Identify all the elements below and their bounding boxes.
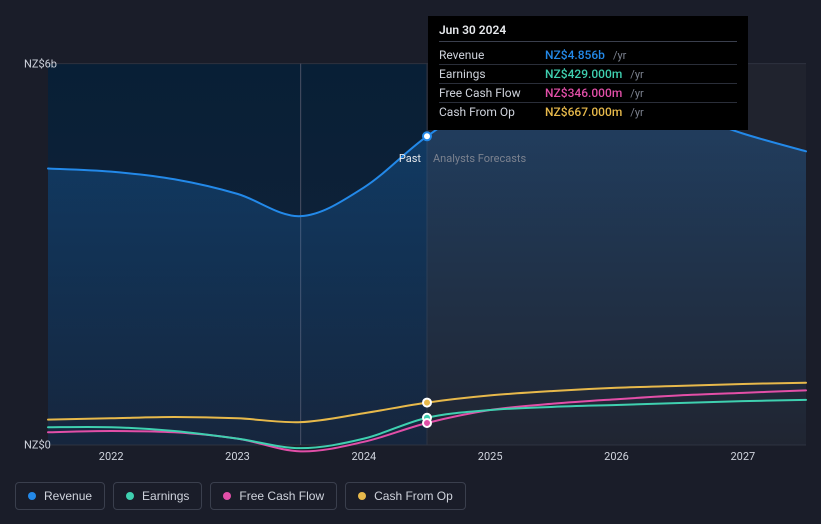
- tooltip-row-label: Revenue: [439, 48, 537, 62]
- tooltip-row-unit: /yr: [630, 106, 643, 119]
- legend-dot-icon: [28, 492, 36, 500]
- tooltip-row-value: NZ$429.000m: [545, 67, 622, 81]
- legend-item-label: Cash From Op: [374, 489, 453, 503]
- legend-dot-icon: [358, 492, 366, 500]
- tooltip-row-label: Free Cash Flow: [439, 86, 537, 100]
- tooltip-row-unit: /yr: [630, 87, 643, 100]
- legend-item-label: Revenue: [44, 489, 92, 503]
- x-axis-tick-label: 2025: [478, 450, 503, 463]
- chart-tooltip: Jun 30 2024 Revenue NZ$4.856b/yr Earnings N…: [428, 16, 748, 130]
- y-axis-tick-label: NZ$6b: [24, 57, 57, 70]
- legend-item-revenue[interactable]: Revenue: [15, 482, 105, 510]
- tooltip-row-label: Cash From Op: [439, 105, 537, 119]
- legend-item-cash-from-op[interactable]: Cash From Op: [345, 482, 466, 510]
- x-axis-labels: 2022 2023 2024 2025 2026 2027: [48, 450, 806, 470]
- tooltip-row: Revenue NZ$4.856b/yr: [439, 46, 737, 65]
- x-axis-tick-label: 2023: [225, 450, 250, 463]
- tooltip-row: Cash From Op NZ$667.000m/yr: [439, 103, 737, 121]
- x-axis-tick-label: 2027: [730, 450, 755, 463]
- tooltip-title: Jun 30 2024: [439, 23, 737, 42]
- legend-item-label: Earnings: [142, 489, 189, 503]
- tooltip-row: Free Cash Flow NZ$346.000m/yr: [439, 84, 737, 103]
- tooltip-row-unit: /yr: [613, 49, 626, 62]
- x-axis-tick-label: 2026: [604, 450, 629, 463]
- legend-dot-icon: [223, 492, 231, 500]
- legend-item-earnings[interactable]: Earnings: [113, 482, 202, 510]
- x-axis-tick-label: 2022: [99, 450, 124, 463]
- tooltip-row-unit: /yr: [630, 68, 643, 81]
- tooltip-row-label: Earnings: [439, 67, 537, 81]
- financials-chart: Past Analysts Forecasts 2022202320242025…: [15, 0, 806, 524]
- x-axis-tick-label: 2024: [351, 450, 376, 463]
- legend-item-free-cash-flow[interactable]: Free Cash Flow: [210, 482, 337, 510]
- tooltip-row-value: NZ$4.856b: [545, 48, 605, 62]
- tooltip-row: Earnings NZ$429.000m/yr: [439, 65, 737, 84]
- y-axis-tick-label: NZ$0: [24, 439, 51, 452]
- tooltip-row-value: NZ$346.000m: [545, 86, 622, 100]
- legend-item-label: Free Cash Flow: [239, 489, 324, 503]
- tooltip-row-value: NZ$667.000m: [545, 105, 622, 119]
- tooltip-rows: Revenue NZ$4.856b/yr Earnings NZ$429.000m/y…: [439, 46, 737, 121]
- legend-dot-icon: [126, 492, 134, 500]
- chart-legend: Revenue Earnings Free Cash Flow Cash From O…: [15, 482, 466, 510]
